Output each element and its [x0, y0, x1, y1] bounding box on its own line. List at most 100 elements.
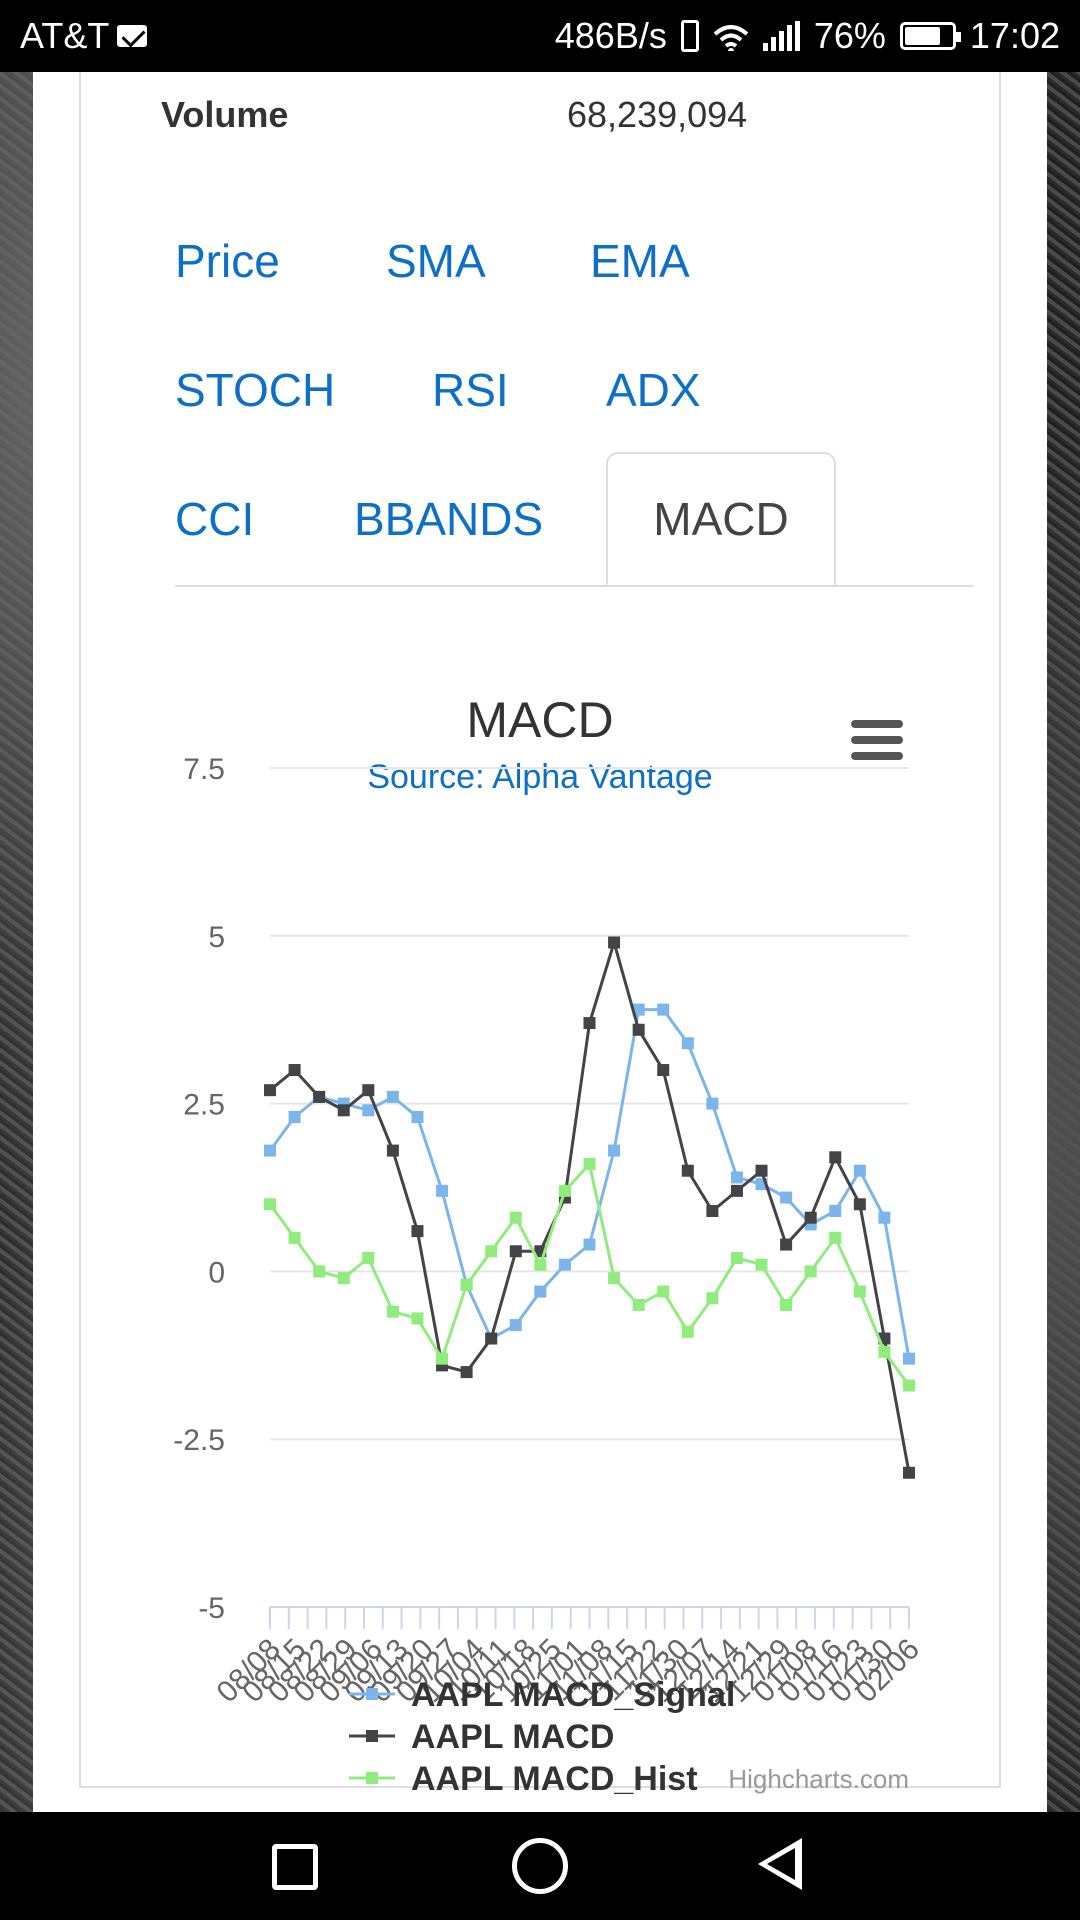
series-point-2 — [681, 1325, 694, 1338]
series-point-2 — [288, 1231, 301, 1244]
series-point-2 — [829, 1231, 842, 1244]
y-tick-label: 5 — [208, 921, 225, 954]
series-point-2 — [853, 1285, 866, 1298]
series-point-2 — [264, 1198, 276, 1211]
tab-macd[interactable]: MACD — [606, 452, 836, 586]
series-point-1 — [681, 1164, 694, 1177]
series-point-1 — [853, 1198, 866, 1211]
series-point-1 — [755, 1164, 768, 1177]
series-point-1 — [313, 1090, 326, 1103]
series-point-0 — [362, 1104, 375, 1117]
legend-item: AAPL MACD_Hist — [411, 1760, 698, 1798]
tab-rsi[interactable]: RSI — [432, 364, 509, 416]
series-point-1 — [632, 1023, 645, 1036]
y-tick-label: 0 — [208, 1256, 225, 1289]
series-point-0 — [411, 1111, 424, 1124]
series-point-0 — [730, 1171, 743, 1184]
tab-cci[interactable]: CCI — [175, 493, 255, 545]
series-point-0 — [436, 1184, 449, 1197]
chart-menu-icon[interactable] — [851, 720, 903, 760]
series-point-2 — [411, 1312, 424, 1325]
volume-label: Volume — [161, 94, 289, 135]
clock: 17:02 — [969, 15, 1060, 56]
y-tick-label: -2.5 — [173, 1424, 225, 1457]
series-point-1 — [657, 1064, 670, 1077]
series-point-2 — [730, 1251, 743, 1264]
navigation-bar — [0, 1812, 1080, 1920]
series-point-2 — [386, 1305, 399, 1318]
series-point-2 — [460, 1278, 473, 1291]
series-point-2 — [583, 1158, 596, 1171]
series-point-1 — [583, 1017, 596, 1030]
series-point-1 — [460, 1366, 473, 1379]
tab-bbands[interactable]: BBANDS — [354, 493, 544, 545]
series-point-1 — [411, 1225, 424, 1238]
series-point-1 — [829, 1151, 842, 1164]
series-point-2 — [608, 1272, 621, 1285]
carrier-name: AT&T — [20, 15, 110, 56]
series-point-2 — [755, 1258, 768, 1271]
home-icon[interactable] — [512, 1838, 568, 1894]
series-point-0 — [608, 1144, 621, 1157]
y-tick-label: 7.5 — [183, 753, 225, 786]
series-point-2 — [706, 1292, 719, 1305]
chart-subtitle: Source: Alpha Vantage — [367, 758, 712, 796]
series-point-0 — [534, 1285, 547, 1298]
series-point-0 — [878, 1211, 891, 1224]
tab-adx[interactable]: ADX — [606, 364, 701, 416]
series-point-2 — [903, 1379, 915, 1392]
series-point-2 — [878, 1345, 891, 1358]
series-point-1 — [362, 1084, 375, 1097]
series-point-0 — [583, 1238, 596, 1251]
series-point-0 — [706, 1097, 719, 1110]
wifi-icon — [713, 21, 749, 51]
series-point-1 — [730, 1184, 743, 1197]
volume-value: 68,239,094 — [567, 94, 748, 135]
tab-sma[interactable]: SMA — [386, 235, 486, 287]
series-point-0 — [903, 1352, 915, 1365]
series-point-2 — [632, 1298, 645, 1311]
battery-icon — [899, 22, 961, 50]
signal-icon — [762, 21, 800, 51]
series-point-0 — [853, 1164, 866, 1177]
series-point-0 — [681, 1037, 694, 1050]
series-point-2 — [780, 1298, 793, 1311]
tab-price[interactable]: Price — [175, 235, 280, 287]
series-point-0 — [264, 1144, 276, 1157]
series-point-0 — [386, 1090, 399, 1103]
series-point-0 — [829, 1204, 842, 1217]
vibrate-icon — [680, 20, 699, 52]
series-point-1 — [386, 1144, 399, 1157]
series-point-2 — [509, 1211, 522, 1224]
y-tick-label: 2.5 — [183, 1089, 225, 1122]
series-line-0 — [268, 1008, 911, 1359]
legend-symbol-marker — [366, 1730, 378, 1742]
series-point-0 — [509, 1319, 522, 1332]
tab-stoch[interactable]: STOCH — [175, 364, 336, 416]
legend-symbol-marker — [366, 1772, 378, 1784]
back-icon[interactable] — [758, 1838, 802, 1890]
legend-item: AAPL MACD — [411, 1718, 614, 1756]
stock-card: Volume 68,239,094 — [79, 72, 1001, 1788]
series-point-2 — [337, 1272, 350, 1285]
series-point-1 — [780, 1238, 793, 1251]
series-point-1 — [509, 1245, 522, 1258]
series-point-2 — [558, 1184, 571, 1197]
series-point-1 — [903, 1466, 915, 1479]
recents-icon[interactable] — [272, 1844, 318, 1890]
series-point-2 — [657, 1285, 670, 1298]
series-point-2 — [436, 1352, 449, 1365]
series-point-1 — [804, 1211, 817, 1224]
status-bar: AT&T 486B/s 76% 17:02 — [0, 0, 1080, 72]
series-point-0 — [632, 1003, 645, 1016]
y-tick-label: -5 — [198, 1592, 225, 1625]
series-point-2 — [485, 1245, 498, 1258]
series-point-1 — [264, 1084, 276, 1097]
series-point-1 — [485, 1332, 498, 1345]
tab-divider — [175, 585, 973, 587]
series-point-2 — [804, 1265, 817, 1278]
chart-title: MACD — [466, 692, 613, 748]
series-point-2 — [313, 1265, 326, 1278]
tab-ema[interactable]: EMA — [590, 235, 690, 287]
